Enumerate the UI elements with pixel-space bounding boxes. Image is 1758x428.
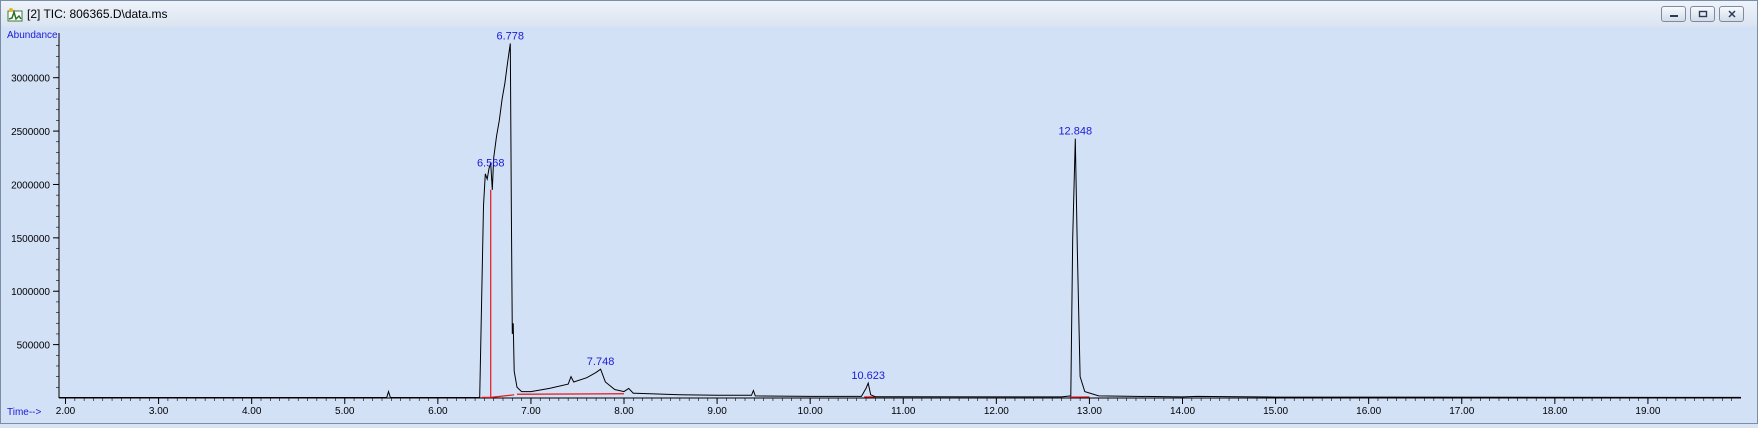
x-tick-label: 9.00 — [707, 406, 727, 417]
x-tick-label: 15.00 — [1263, 406, 1288, 417]
integration-baseline — [517, 394, 624, 395]
y-tick-label: 3000000 — [11, 74, 50, 85]
x-tick-label: 10.00 — [798, 406, 823, 417]
x-tick-label: 13.00 — [1077, 406, 1102, 417]
y-tick-label: 2000000 — [11, 180, 50, 191]
x-tick-label: 7.00 — [521, 406, 541, 417]
peak-label: 6.568 — [477, 158, 505, 170]
title-bar[interactable]: [2] TIC: 806365.D\data.ms — [1, 1, 1757, 28]
x-tick-label: 11.00 — [891, 406, 916, 417]
y-tick-label: 1000000 — [11, 287, 50, 298]
y-tick-label: 1500000 — [11, 234, 50, 245]
x-tick-label: 17.00 — [1449, 406, 1474, 417]
x-tick-label: 12.00 — [984, 406, 1009, 417]
y-axis-label: Abundance — [7, 30, 58, 41]
x-tick-label: 19.00 — [1635, 406, 1660, 417]
x-tick-label: 14.00 — [1170, 406, 1195, 417]
minimize-icon — [1662, 7, 1685, 21]
x-tick-label: 16.00 — [1356, 406, 1381, 417]
x-tick-label: 18.00 — [1542, 406, 1567, 417]
peak-label: 10.623 — [851, 370, 885, 382]
x-tick-label: 2.00 — [56, 406, 76, 417]
x-tick-label: 8.00 — [614, 406, 634, 417]
peak-label: 6.778 — [496, 31, 524, 43]
x-tick-label: 6.00 — [428, 406, 448, 417]
axes: 2.00 3.00 4.00 5.00 6.00 7.00 8.00 9.00 10.00 11.… — [11, 33, 1741, 417]
close-button[interactable] — [1719, 6, 1744, 22]
restore-icon — [1691, 7, 1714, 21]
traces — [59, 44, 1741, 399]
plot-area[interactable]: 2.00 3.00 4.00 5.00 6.00 7.00 8.00 9.00 10.00 11.… — [1, 27, 1757, 423]
chromatogram-chart[interactable]: 2.00 3.00 4.00 5.00 6.00 7.00 8.00 9.00 10.00 11.… — [1, 27, 1757, 423]
y-tick-label: 500000 — [17, 341, 51, 352]
integration-baseline — [491, 395, 514, 398]
minimize-button[interactable] — [1661, 6, 1686, 22]
restore-button[interactable] — [1690, 6, 1715, 22]
window-title: [2] TIC: 806365.D\data.ms — [27, 7, 168, 21]
peak-labels: 6.568 6.778 7.748 10.623 12.848 — [477, 31, 1092, 383]
x-tick-label: 5.00 — [335, 406, 355, 417]
y-tick-label: 2500000 — [11, 127, 50, 138]
tic-trace — [59, 44, 1741, 398]
x-axis-label: Time--> — [7, 407, 42, 418]
x-tick-label: 4.00 — [242, 406, 262, 417]
x-tick-label: 3.00 — [149, 406, 169, 417]
close-icon — [1720, 7, 1743, 21]
peak-label: 12.848 — [1058, 126, 1092, 138]
peak-label: 7.748 — [587, 356, 615, 368]
chromatogram-icon — [7, 7, 23, 23]
